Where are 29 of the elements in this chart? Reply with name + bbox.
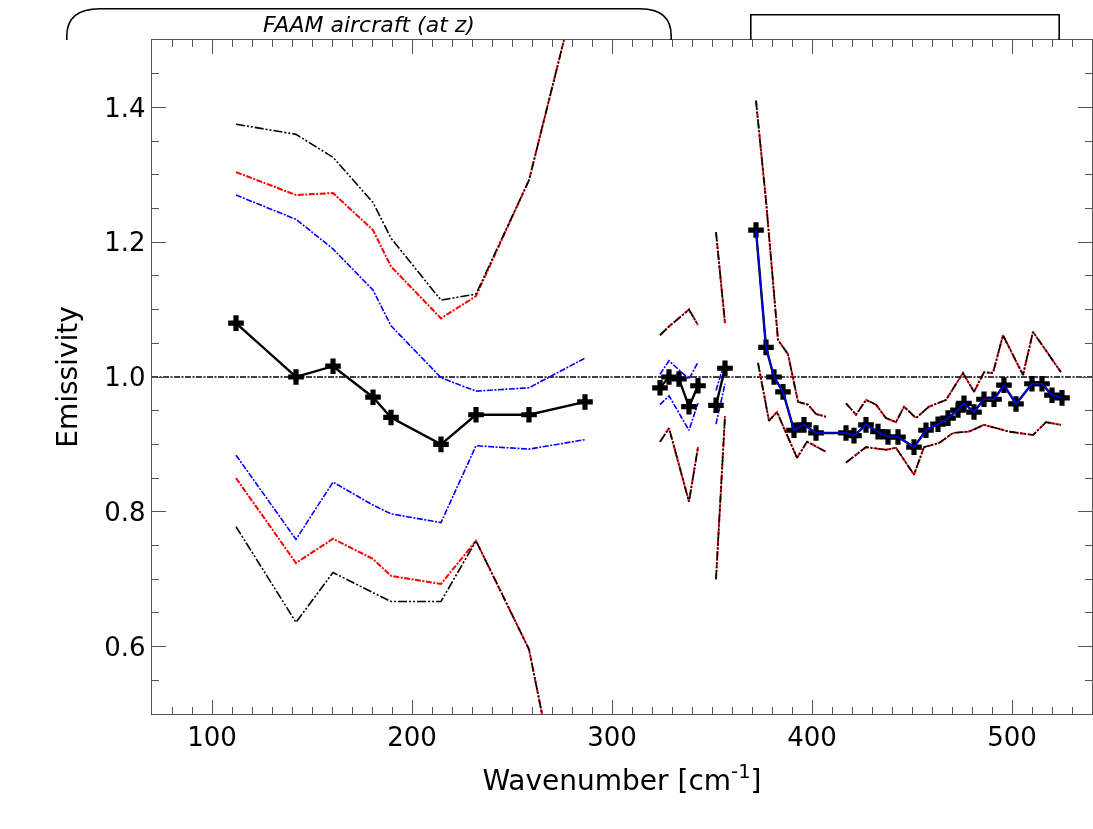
point bbox=[365, 389, 381, 406]
point bbox=[681, 398, 697, 415]
x-axis-title: Wavenumber [cm$^{-1}$] bbox=[482, 759, 762, 797]
text: FAAM aircraft (at z) bbox=[263, 12, 475, 37]
point bbox=[433, 436, 449, 453]
point bbox=[690, 377, 706, 394]
point bbox=[652, 379, 668, 396]
point bbox=[468, 406, 484, 423]
point bbox=[1054, 390, 1070, 406]
point bbox=[966, 404, 982, 420]
point bbox=[383, 409, 399, 426]
point bbox=[521, 406, 537, 423]
x-tick-label: 200 bbox=[387, 722, 437, 753]
y-tick-label: 0.8 bbox=[104, 496, 146, 527]
y-tick-label: 0.6 bbox=[104, 631, 146, 662]
x-tick-label: 100 bbox=[187, 722, 237, 753]
y-axis-title: Emissivity bbox=[50, 306, 84, 448]
x-tick-label: 300 bbox=[587, 722, 637, 753]
point bbox=[325, 358, 341, 375]
y-tick-label: 1.4 bbox=[104, 92, 146, 123]
point bbox=[577, 394, 593, 410]
y-tick-label: 1.2 bbox=[104, 227, 146, 258]
point bbox=[288, 369, 304, 385]
point bbox=[671, 371, 687, 387]
point bbox=[228, 315, 244, 331]
x-tick-label: 400 bbox=[787, 722, 837, 753]
y-tick-label: 1.0 bbox=[104, 362, 146, 393]
point bbox=[748, 222, 764, 238]
x-tick-label: 500 bbox=[987, 722, 1037, 753]
